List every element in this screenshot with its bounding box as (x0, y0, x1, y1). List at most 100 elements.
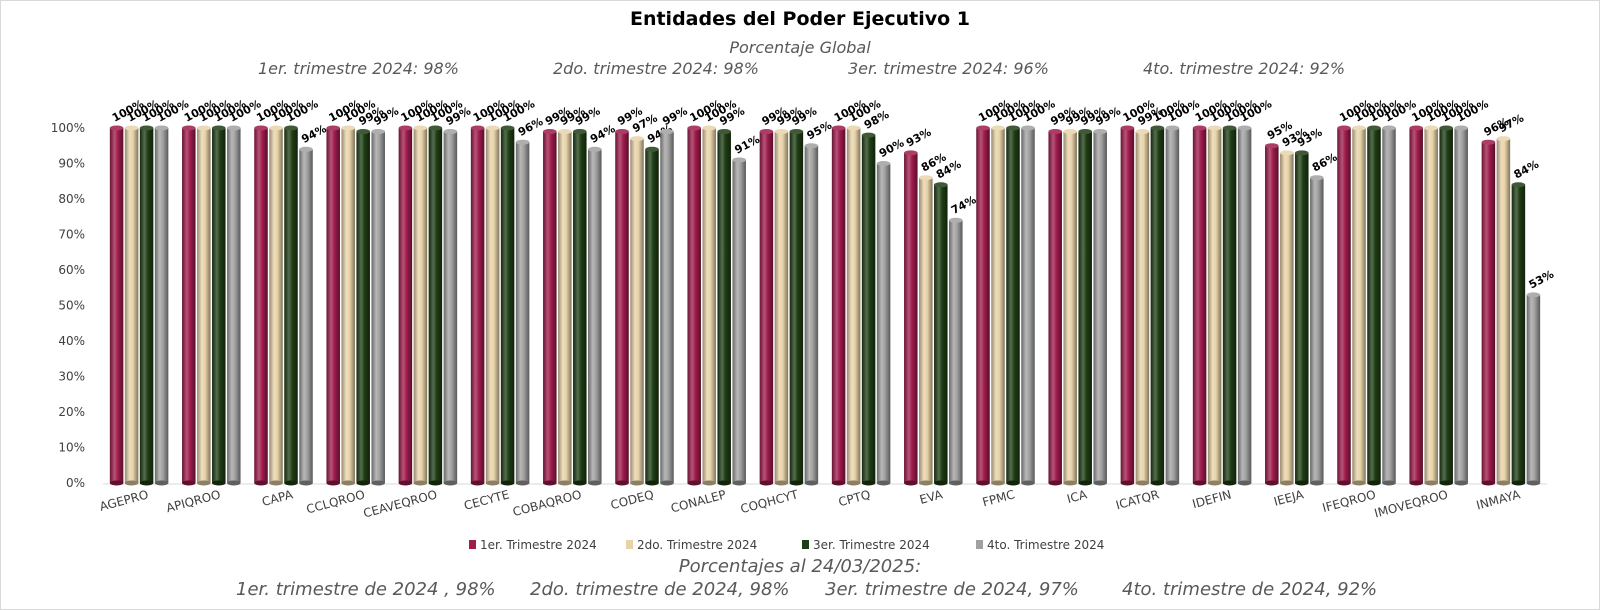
bar (1310, 175, 1324, 486)
legend-label: 1er. Trimestre 2024 (480, 538, 597, 552)
data-label: 86% (1310, 151, 1339, 175)
top-quarter-note-3: 3er. trimestre 2024: 96% (848, 59, 1049, 78)
bar (1222, 125, 1237, 486)
y-tick-label: 30% (58, 370, 85, 384)
y-tick-label: 90% (58, 157, 85, 171)
bar (1352, 125, 1366, 486)
bar (254, 125, 268, 486)
x-tick-label: CAPA (260, 487, 295, 509)
bar (1382, 125, 1396, 486)
chart-title: Entidades del Poder Ejecutivo 1 (629, 8, 971, 30)
bar (1454, 125, 1468, 486)
x-tick-label: INMAYA (1475, 487, 1523, 512)
legend-swatch (626, 540, 633, 549)
legend-label: 2do. Trimestre 2024 (637, 538, 757, 552)
bar (284, 125, 298, 486)
bar (1409, 125, 1423, 486)
bar (1135, 129, 1150, 486)
bar (1337, 125, 1351, 486)
bar (861, 132, 876, 486)
bar (1150, 125, 1165, 486)
bar (660, 129, 674, 486)
bar (1237, 125, 1252, 486)
bar (1021, 125, 1035, 486)
bar (1078, 129, 1092, 486)
bar (1093, 129, 1107, 486)
bar (1048, 129, 1062, 486)
x-tick-label: CPTQ (837, 487, 872, 509)
bar (299, 146, 313, 486)
bar (717, 129, 731, 486)
bar (341, 125, 355, 486)
bar (789, 129, 804, 486)
data-label: 94% (299, 122, 328, 146)
bar (428, 125, 443, 486)
bottom-quarter-note-3: 3er. trimestre de 2024, 97% (825, 579, 1079, 600)
bar (702, 125, 716, 486)
bar (1511, 182, 1526, 486)
data-label: 93% (904, 126, 933, 150)
bar (470, 125, 485, 486)
bar (919, 175, 933, 486)
legend-label: 4to. Trimestre 2024 (987, 538, 1104, 552)
x-tick-label: IDEFIN (1191, 487, 1233, 511)
bar (1439, 125, 1453, 486)
bar (573, 129, 587, 486)
x-tick-label: IFEQROO (1321, 487, 1377, 515)
bar (774, 129, 789, 486)
x-tick-label: IEEJA (1272, 487, 1306, 509)
x-tick-label: IMOVEQROO (1373, 487, 1450, 520)
bar (326, 125, 340, 486)
bar (1367, 125, 1381, 486)
bar (1424, 125, 1438, 486)
x-tick-label: COBAQROO (511, 487, 583, 519)
bar (1207, 125, 1222, 486)
bar (182, 125, 196, 486)
x-tick-label: CEAVEQROO (362, 487, 439, 520)
x-tick-label: AGEPRO (98, 487, 150, 513)
bar (1063, 129, 1077, 486)
bar (588, 146, 602, 486)
bar (356, 129, 370, 486)
legend-label: 3er. Trimestre 2024 (813, 538, 930, 552)
bar (976, 125, 990, 486)
chart-subtitle: Porcentaje Global (729, 38, 871, 57)
bar (139, 125, 154, 486)
bar (212, 125, 226, 486)
x-tick-label: CONALEP (669, 487, 727, 515)
bar (645, 146, 659, 486)
bar (1526, 292, 1541, 486)
bar (687, 125, 701, 486)
x-tick-label: ICATQR (1114, 487, 1160, 512)
bottom-quarter-note-2: 2do. trimestre de 2024, 98% (530, 579, 790, 600)
data-label: 84% (1512, 158, 1541, 182)
x-tick-label: CODEQ (609, 487, 655, 512)
bar (197, 125, 211, 486)
x-tick-label: ICA (1065, 487, 1089, 506)
top-quarter-note-1: 1er. trimestre 2024: 98% (258, 59, 459, 78)
bar (615, 129, 629, 486)
bar (485, 125, 500, 486)
y-tick-label: 50% (58, 299, 85, 313)
bar (371, 129, 385, 486)
bar (991, 125, 1005, 486)
bar (846, 125, 861, 486)
x-tick-label: CCLQROO (305, 487, 367, 516)
bar (1280, 150, 1294, 486)
y-tick-label: 60% (58, 263, 85, 277)
y-tick-label: 80% (58, 192, 85, 206)
data-label: 99% (660, 104, 689, 128)
bar (109, 125, 124, 486)
legend-swatch (802, 540, 809, 549)
bottom-subtitle: Porcentajes al 24/03/2025: (678, 556, 922, 577)
data-label: 94% (588, 122, 617, 146)
bar (269, 125, 283, 486)
data-label: 90% (877, 136, 906, 160)
data-label: 74% (949, 193, 978, 217)
bar (413, 125, 428, 486)
top-quarter-note-2: 2do. trimestre 2024: 98% (553, 59, 759, 78)
bar (558, 129, 572, 486)
bottom-quarter-note-1: 1er. trimestre de 2024 , 98% (236, 579, 496, 600)
bar (1481, 139, 1496, 486)
